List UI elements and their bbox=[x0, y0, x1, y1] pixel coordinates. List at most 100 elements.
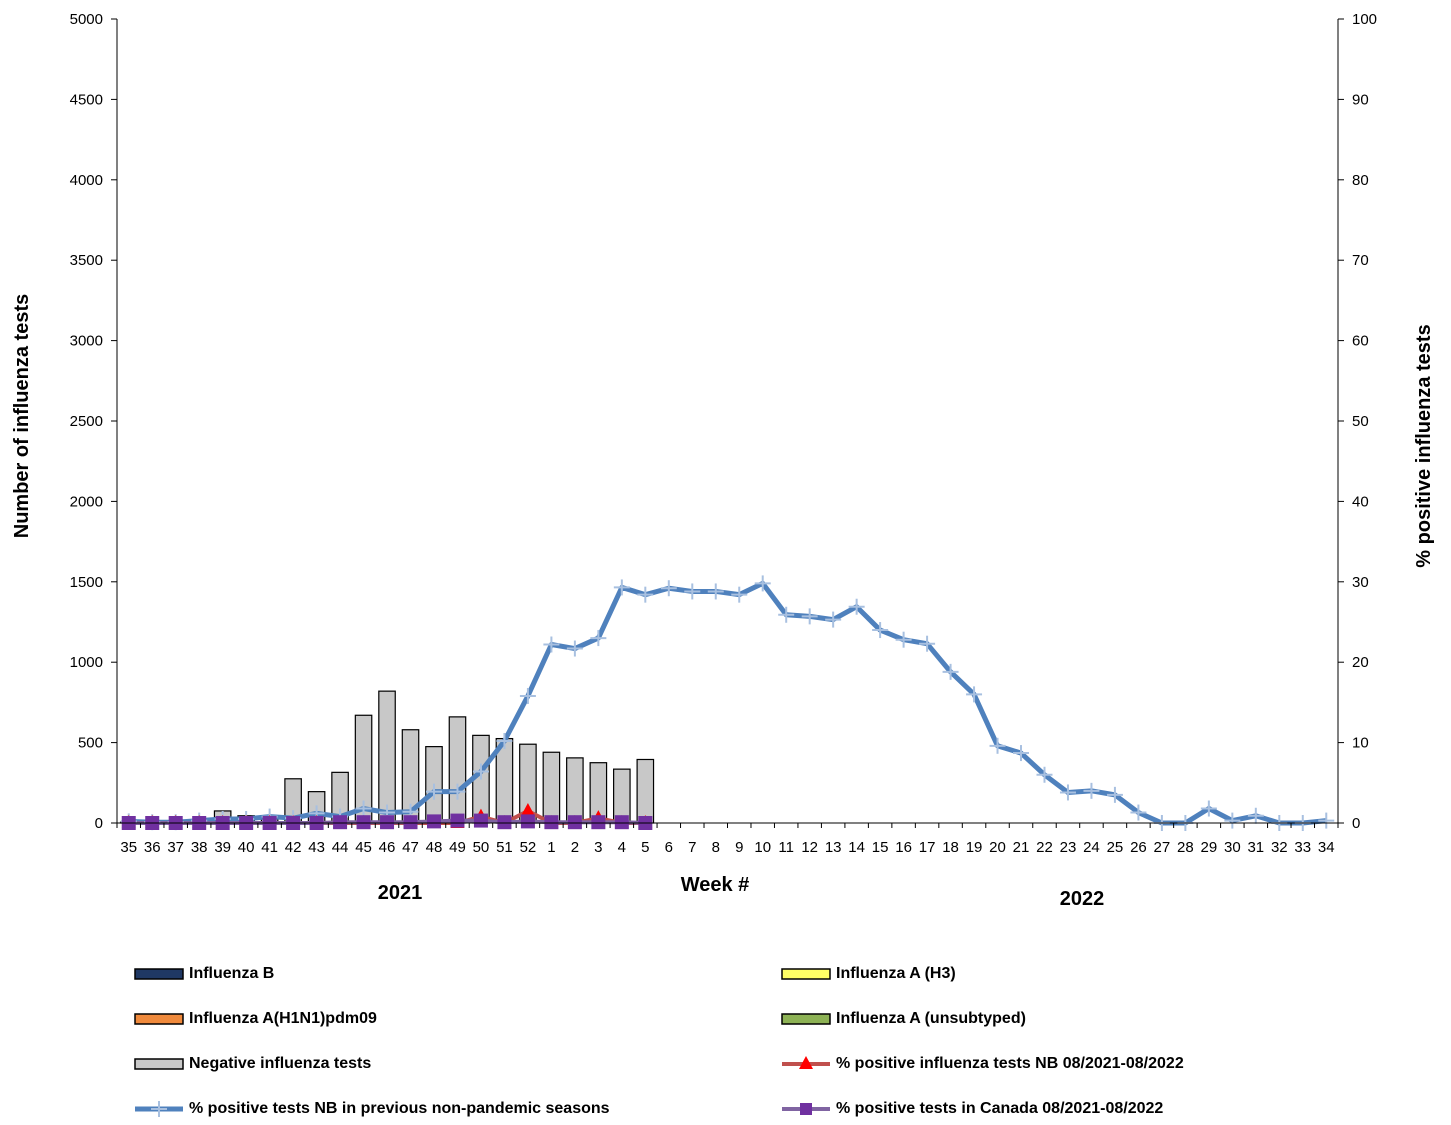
y-axis-title-left: Number of influenza tests bbox=[11, 294, 33, 538]
x-tick-label: 34 bbox=[1318, 839, 1335, 856]
x-tick-label: 7 bbox=[688, 839, 696, 856]
x-tick-label: 44 bbox=[332, 839, 349, 856]
y-tick-right-label: 60 bbox=[1352, 333, 1369, 350]
bars-group bbox=[119, 690, 655, 824]
marker-square bbox=[497, 815, 512, 830]
x-tick-label: 27 bbox=[1154, 839, 1171, 856]
x-tick-label: 50 bbox=[473, 839, 490, 856]
x-tick-label: 49 bbox=[449, 839, 466, 856]
y-tick-right-label: 10 bbox=[1352, 735, 1369, 752]
x-tick-label: 41 bbox=[261, 839, 278, 856]
x-tick-label: 11 bbox=[778, 839, 794, 856]
axes-group bbox=[116, 19, 1339, 824]
x-tick-label: 35 bbox=[120, 839, 137, 856]
marker-square bbox=[591, 815, 606, 830]
x-tick-label: 51 bbox=[496, 839, 513, 856]
marker-square bbox=[520, 814, 535, 829]
bar-4 bbox=[613, 768, 631, 824]
y-tick-left-label: 1500 bbox=[70, 574, 103, 591]
bar-4 bbox=[636, 758, 655, 824]
x-tick-label: 45 bbox=[355, 839, 372, 856]
y-tick-left-label: 4000 bbox=[70, 172, 103, 189]
x-tick-label: 24 bbox=[1083, 839, 1100, 856]
bar-4 bbox=[448, 716, 467, 824]
y-tick-right-label: 100 bbox=[1352, 11, 1377, 28]
ticks-group: 0500100015002000250030003500400045005000… bbox=[70, 11, 1377, 856]
x-tick-label: 40 bbox=[238, 839, 255, 856]
year-label-2022: 2022 bbox=[1060, 888, 1105, 910]
x-tick-label: 30 bbox=[1224, 839, 1241, 856]
y-tick-right-label: 20 bbox=[1352, 654, 1369, 671]
y-tick-right-label: 90 bbox=[1352, 91, 1369, 108]
x-tick-label: 19 bbox=[966, 839, 983, 856]
x-tick-label: 23 bbox=[1060, 839, 1077, 856]
x-tick-label: 6 bbox=[665, 839, 673, 856]
x-tick-label: 1 bbox=[547, 839, 555, 856]
bar-4 bbox=[566, 757, 584, 824]
y-tick-left-label: 3000 bbox=[70, 333, 103, 350]
y-tick-left-label: 2500 bbox=[70, 413, 103, 430]
marker-square bbox=[544, 815, 559, 830]
marker-square bbox=[567, 815, 582, 830]
x-tick-label: 26 bbox=[1130, 839, 1147, 856]
x-tick-label: 8 bbox=[712, 839, 720, 856]
marker-square bbox=[403, 815, 418, 830]
x-tick-label: 18 bbox=[942, 839, 959, 856]
x-tick-label: 48 bbox=[426, 839, 443, 856]
x-tick-label: 47 bbox=[402, 839, 419, 856]
x-tick-label: 43 bbox=[308, 839, 325, 856]
y-tick-right-label: 30 bbox=[1352, 574, 1369, 591]
y-tick-left-label: 3500 bbox=[70, 252, 103, 269]
x-axis-title: Week # bbox=[681, 874, 750, 896]
x-tick-label: 22 bbox=[1036, 839, 1053, 856]
x-tick-label: 33 bbox=[1294, 839, 1311, 856]
marker-square bbox=[450, 813, 465, 828]
marker-square bbox=[380, 815, 395, 830]
y-tick-right-label: 50 bbox=[1352, 413, 1369, 430]
x-tick-label: 16 bbox=[895, 839, 912, 856]
y-tick-left-label: 2000 bbox=[70, 493, 103, 510]
x-tick-label: 5 bbox=[641, 839, 649, 856]
x-tick-label: 32 bbox=[1271, 839, 1288, 856]
marker-square bbox=[473, 813, 488, 828]
y-tick-left-label: 1000 bbox=[70, 654, 103, 671]
y-tick-right-label: 80 bbox=[1352, 172, 1369, 189]
y-tick-left-label: 500 bbox=[78, 735, 103, 752]
marker-square bbox=[426, 814, 441, 829]
x-tick-label: 38 bbox=[191, 839, 208, 856]
x-tick-label: 39 bbox=[214, 839, 231, 856]
x-tick-label: 3 bbox=[594, 839, 602, 856]
x-tick-label: 15 bbox=[872, 839, 889, 856]
marker-square bbox=[356, 815, 371, 830]
y-tick-right-label: 40 bbox=[1352, 493, 1369, 510]
x-tick-label: 10 bbox=[754, 839, 771, 856]
x-tick-label: 4 bbox=[618, 839, 626, 856]
lines-group bbox=[120, 575, 1335, 831]
year-label-2021: 2021 bbox=[378, 882, 423, 904]
x-tick-label: 17 bbox=[919, 839, 936, 856]
x-tick-label: 31 bbox=[1247, 839, 1264, 856]
x-tick-label: 36 bbox=[144, 839, 161, 856]
x-tick-label: 25 bbox=[1107, 839, 1124, 856]
bar-4 bbox=[542, 751, 561, 824]
x-tick-label: 12 bbox=[801, 839, 818, 856]
y-axis-title-right: % positive influenza tests bbox=[1413, 324, 1435, 567]
marker-square bbox=[333, 815, 348, 830]
y-tick-left-label: 4500 bbox=[70, 91, 103, 108]
x-tick-label: 46 bbox=[379, 839, 396, 856]
y-tick-right-label: 70 bbox=[1352, 252, 1369, 269]
marker-square bbox=[614, 815, 629, 830]
line-series-1 bbox=[128, 580, 1327, 826]
x-tick-label: 2 bbox=[571, 839, 579, 856]
y-tick-left-label: 0 bbox=[95, 815, 103, 832]
y-tick-right-label: 0 bbox=[1352, 815, 1360, 832]
bar-4 bbox=[378, 690, 396, 824]
x-tick-label: 28 bbox=[1177, 839, 1194, 856]
x-tick-label: 9 bbox=[735, 839, 743, 856]
x-tick-label: 52 bbox=[520, 839, 537, 856]
marker-triangle bbox=[520, 802, 535, 816]
x-tick-label: 42 bbox=[285, 839, 302, 856]
x-tick-label: 14 bbox=[848, 839, 865, 856]
y-tick-left-label: 5000 bbox=[70, 11, 103, 28]
